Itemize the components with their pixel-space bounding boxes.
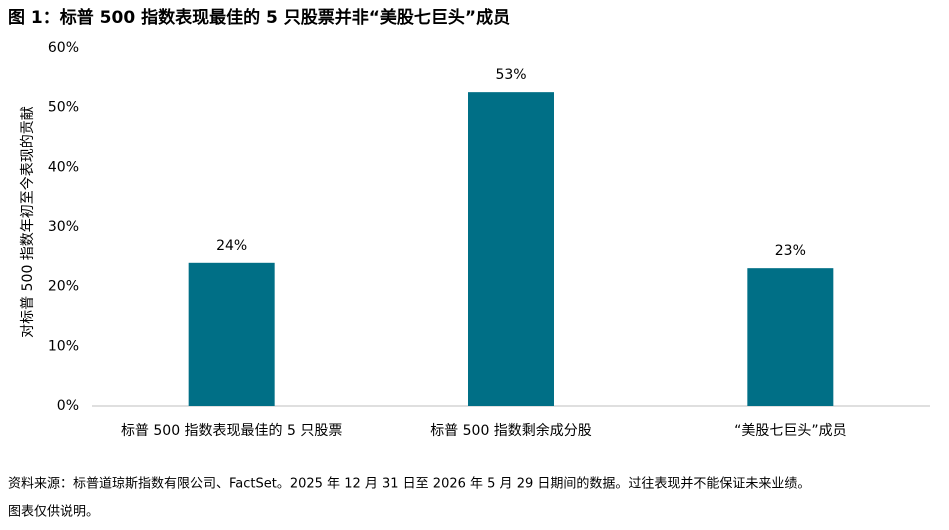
source-note: 资料来源：标普道琼斯指数有限公司、FactSet。2025 年 12 月 31 …	[8, 476, 810, 492]
x-tick-label: 标普 500 指数剩余成分股	[430, 422, 592, 439]
x-tick-label: 标普 500 指数表现最佳的 5 只股票	[121, 423, 342, 439]
y-tick-label: 40%	[48, 159, 79, 175]
y-tick-label: 0%	[57, 398, 79, 414]
bar	[468, 92, 554, 407]
y-tick-label: 10%	[48, 338, 79, 354]
bar	[188, 262, 275, 406]
chart-title: 图 1：标普 500 指数表现最佳的 5 只股票并非“美股七巨头”成员	[8, 7, 510, 28]
footnote: 图表仅供说明。	[8, 505, 99, 520]
bar	[747, 268, 834, 406]
y-tick-label: 20%	[48, 279, 79, 295]
value-label: 24%	[216, 238, 247, 254]
value-label: 23%	[775, 243, 806, 259]
y-tick-label: 50%	[48, 100, 79, 116]
y-tick-label: 30%	[48, 219, 79, 235]
y-axis-label: 对标普 500 指数年初至今表现的贡献	[19, 106, 36, 338]
y-tick-label: 60%	[48, 40, 79, 56]
value-label: 53%	[495, 67, 526, 83]
x-tick-label: “美股七巨头”成员	[734, 423, 847, 439]
